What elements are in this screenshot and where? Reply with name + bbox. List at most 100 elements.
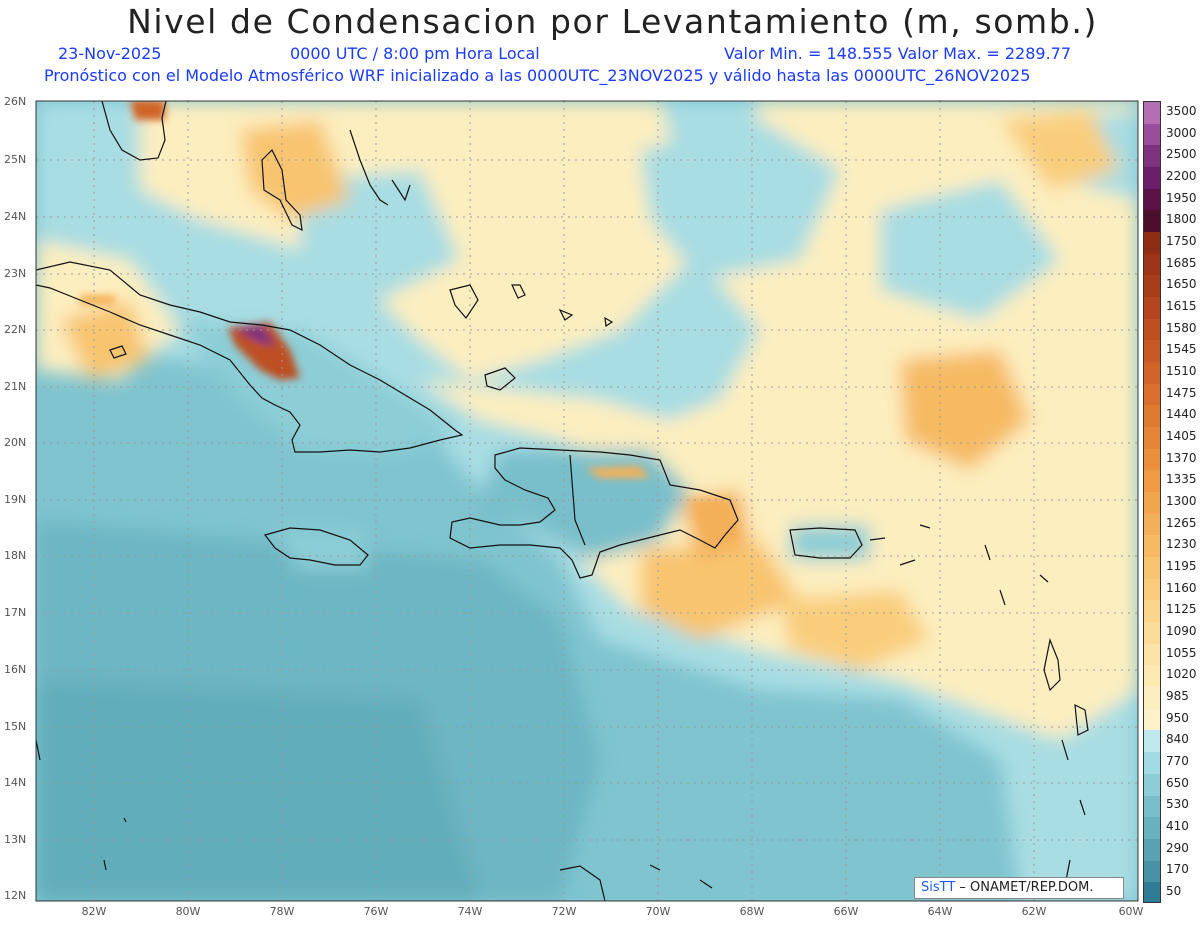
lon-label: 66W [833, 905, 859, 918]
lon-label: 74W [457, 905, 483, 918]
legend-label: 1950 [1166, 190, 1197, 205]
legend-label: 650 [1166, 775, 1189, 790]
subtitle-time: 0000 UTC / 8:00 pm Hora Local [290, 44, 540, 63]
coastline-cuba [36, 261, 464, 453]
lat-label: 23N [4, 267, 27, 280]
legend-label: 1370 [1166, 450, 1197, 465]
legend-label: 290 [1166, 840, 1189, 855]
legend-label: 3500 [1166, 103, 1197, 118]
lon-label: 72W [551, 905, 577, 918]
legend-label: 2200 [1166, 168, 1197, 183]
legend-label: 1750 [1166, 233, 1197, 248]
subtitle-value-range: Valor Min. = 148.555 Valor Max. = 2289.7… [724, 44, 1072, 63]
legend-swatch [1144, 665, 1160, 688]
lon-label: 60W [1118, 905, 1144, 918]
legend-label: 50 [1166, 884, 1182, 899]
legend-swatch [1144, 492, 1160, 514]
legend-swatch [1144, 708, 1160, 731]
coastline-florida [101, 101, 167, 161]
legend-swatch [1144, 643, 1160, 666]
legend-label: 1125 [1166, 602, 1197, 617]
legend-swatch [1144, 752, 1160, 774]
lat-label: 26N [4, 95, 27, 108]
legend-label: 985 [1166, 689, 1189, 704]
coastline-puerto-rico [789, 527, 863, 559]
legend-label: 770 [1166, 754, 1189, 769]
lat-label: 13N [4, 833, 27, 846]
lcl-shaded-field [36, 101, 1138, 901]
legend-swatch [1144, 448, 1160, 471]
legend-label: 1650 [1166, 277, 1197, 292]
lon-label: 80W [175, 905, 201, 918]
coastline-jamaica [263, 527, 369, 566]
legend-swatch [1144, 340, 1160, 363]
legend-swatch [1144, 687, 1160, 709]
legend-label: 1335 [1166, 472, 1197, 487]
legend-swatch [1144, 232, 1160, 254]
map-frame [35, 100, 1139, 902]
legend-swatch [1144, 102, 1160, 124]
legend-swatch [1144, 210, 1160, 233]
lat-label: 19N [4, 493, 27, 506]
coastline-bahamas [261, 148, 303, 232]
sistt-logo: SisTT [921, 880, 956, 895]
legend-label: 1440 [1166, 407, 1197, 422]
legend-label: 1800 [1166, 212, 1197, 227]
coastlines [36, 101, 1089, 901]
legend-label: 1160 [1166, 580, 1197, 595]
lat-label: 12N [4, 889, 27, 902]
legend-swatch [1144, 860, 1160, 883]
credit-box: SisTT – ONAMET/REP.DOM. [914, 877, 1124, 899]
legend-label: 1230 [1166, 537, 1197, 552]
subtitle-forecast-info: Pronóstico con el Modelo Atmosférico WRF… [44, 66, 1031, 85]
lon-label: 78W [269, 905, 295, 918]
subtitle-date: 23-Nov-2025 [58, 44, 162, 63]
legend-swatch [1144, 838, 1160, 861]
lat-label: 16N [4, 663, 27, 676]
lat-label: 20N [4, 436, 27, 449]
lat-label: 21N [4, 380, 27, 393]
legend-label: 1265 [1166, 515, 1197, 530]
legend-label: 950 [1166, 710, 1189, 725]
lon-label: 76W [363, 905, 389, 918]
legend-label: 1020 [1166, 667, 1197, 682]
lon-label: 70W [645, 905, 671, 918]
legend-swatch [1144, 513, 1160, 536]
legend-swatch [1144, 535, 1160, 558]
legend-swatch [1144, 123, 1160, 146]
legend-swatch [1144, 622, 1160, 644]
legend-swatch [1144, 362, 1160, 384]
legend-swatch [1144, 188, 1160, 211]
lon-label: 64W [927, 905, 953, 918]
legend-swatch [1144, 383, 1160, 406]
legend-label: 840 [1166, 732, 1189, 747]
legend-swatch [1144, 167, 1160, 189]
legend-label: 1405 [1166, 428, 1197, 443]
legend-swatch [1144, 557, 1160, 579]
coastline-hispaniola [449, 447, 739, 579]
lat-lon-grid [36, 101, 1138, 901]
lon-label: 62W [1021, 905, 1047, 918]
legend-label: 3000 [1166, 125, 1197, 140]
legend-label: 1545 [1166, 342, 1197, 357]
legend-label: 2500 [1166, 147, 1197, 162]
lat-label: 14N [4, 776, 27, 789]
legend-label: 1510 [1166, 363, 1197, 378]
lat-label: 17N [4, 606, 27, 619]
coastline-isla-juventud [109, 345, 127, 359]
legend-swatch [1144, 578, 1160, 601]
lat-label: 22N [4, 323, 27, 336]
lat-label: 24N [4, 210, 27, 223]
legend-swatch [1144, 297, 1160, 319]
lat-label: 18N [4, 549, 27, 562]
legend-swatch [1144, 427, 1160, 449]
lon-label: 82W [81, 905, 107, 918]
legend-label: 1195 [1166, 559, 1197, 574]
legend-swatch [1144, 817, 1160, 839]
legend-swatch [1144, 730, 1160, 753]
legend-swatch [1144, 275, 1160, 298]
legend-label: 1055 [1166, 645, 1197, 660]
coastline-lesser-antilles [984, 544, 1089, 881]
legend-label: 1090 [1166, 624, 1197, 639]
